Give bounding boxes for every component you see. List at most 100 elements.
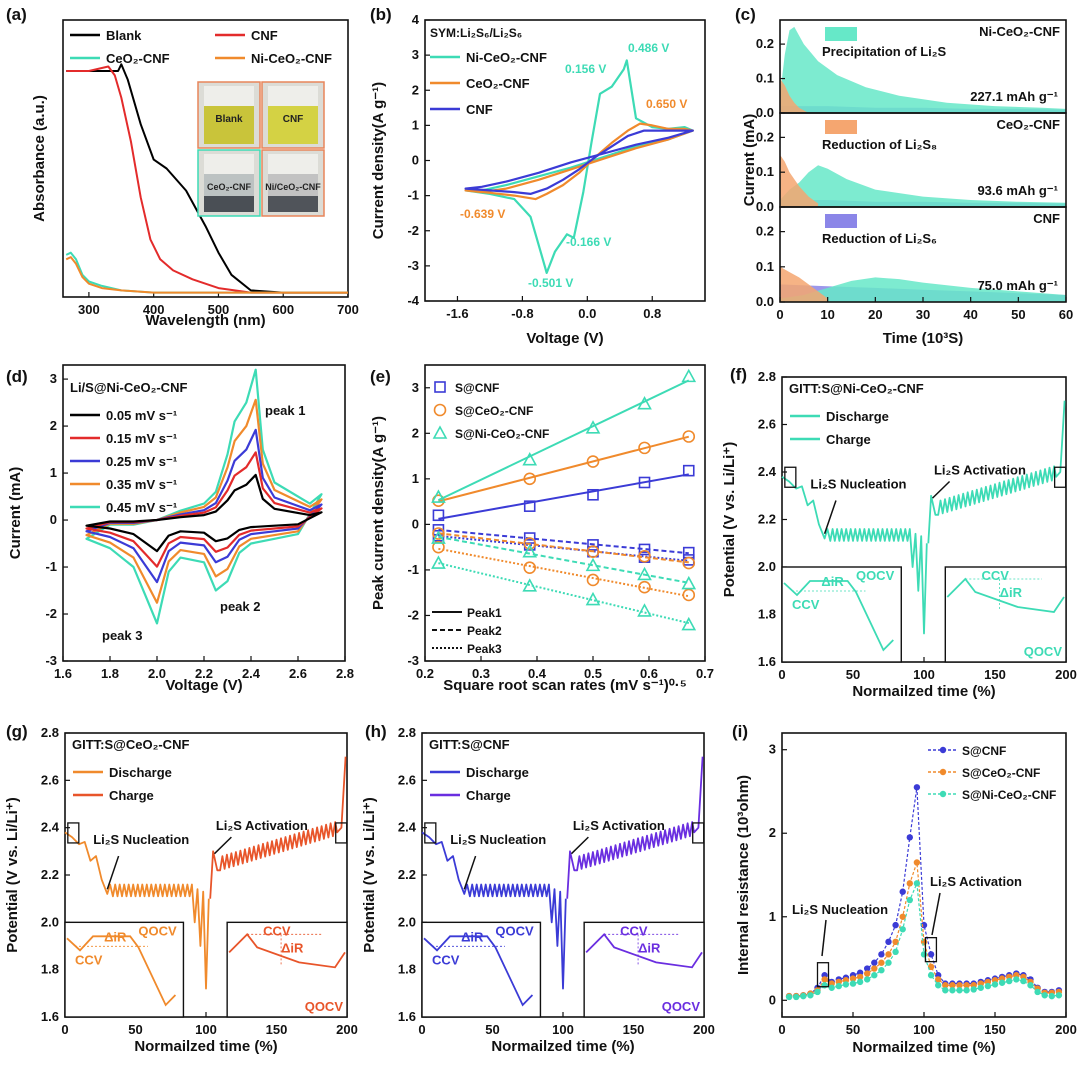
series-line-0 bbox=[789, 786, 1060, 997]
y-tick-label: 3 bbox=[412, 47, 419, 62]
data-point bbox=[638, 543, 651, 556]
y-tick-label: 0.1 bbox=[756, 259, 774, 274]
vial-liquid bbox=[268, 106, 318, 144]
data-point bbox=[638, 441, 651, 455]
annotation: Li₂S Nucleation bbox=[792, 902, 888, 917]
y-tick-label: 2.4 bbox=[398, 820, 417, 835]
legend-entry: Blank bbox=[106, 28, 142, 43]
panel-letter: (c) bbox=[735, 5, 756, 24]
data-point bbox=[522, 544, 538, 558]
x-tick-label: 0 bbox=[61, 1022, 68, 1037]
annotation: CCV bbox=[982, 568, 1010, 583]
y-tick-label: -2 bbox=[407, 223, 419, 238]
data-point bbox=[523, 472, 537, 486]
y-tick-label: 0.0 bbox=[756, 294, 774, 309]
annotation: 0.650 V bbox=[646, 97, 687, 111]
y-tick-label: 2 bbox=[769, 825, 776, 840]
x-tick-label: 2.0 bbox=[148, 666, 166, 681]
x-tick-label: 0 bbox=[778, 667, 785, 682]
annotation: ΔiR bbox=[281, 940, 304, 955]
arrow bbox=[931, 892, 941, 936]
series-line-3 bbox=[65, 256, 348, 294]
annotation: CCV bbox=[620, 923, 648, 938]
data-point bbox=[585, 591, 601, 606]
discharge-curve bbox=[781, 476, 928, 635]
data-point bbox=[585, 557, 601, 572]
charge-curve bbox=[209, 756, 347, 899]
cv-loop-1 bbox=[464, 122, 694, 201]
charge-curve bbox=[927, 400, 1066, 544]
y-tick-label: 3 bbox=[412, 380, 419, 395]
data-point bbox=[586, 573, 600, 587]
annotation: Li₂S Nucleation bbox=[93, 832, 189, 847]
data-point bbox=[814, 988, 821, 996]
data-point bbox=[821, 976, 828, 983]
legend-entry: Charge bbox=[109, 788, 154, 803]
x-tick-label: 100 bbox=[913, 1022, 935, 1037]
x-axis-label: Normailzed time (%) bbox=[852, 1039, 995, 1056]
x-tick-label: 150 bbox=[266, 1022, 288, 1037]
chart-title: Li/S@Ni-CeO₂-CNF bbox=[70, 380, 187, 395]
data-point bbox=[587, 539, 599, 551]
x-tick-label: 0.4 bbox=[528, 666, 547, 681]
data-point bbox=[913, 880, 921, 887]
y-tick-label: 2.2 bbox=[41, 867, 59, 882]
data-point bbox=[892, 921, 899, 929]
series-line-0 bbox=[66, 63, 348, 294]
fit-line bbox=[438, 535, 689, 584]
cv-loop-2 bbox=[464, 129, 694, 195]
y-tick-label: 0 bbox=[412, 516, 419, 531]
x-axis-label: Voltage (V) bbox=[165, 677, 242, 694]
data-point bbox=[871, 959, 878, 966]
legend-entry: Reduction of Li₂S₈ bbox=[822, 137, 937, 152]
y-tick-label: 0.2 bbox=[756, 129, 774, 144]
area-li2s8 bbox=[780, 154, 819, 207]
inset-curve bbox=[66, 935, 177, 1007]
highlight-box bbox=[67, 822, 80, 844]
x-tick-label: 50 bbox=[485, 1022, 499, 1037]
data-point bbox=[682, 464, 695, 477]
annotation: QOCV bbox=[1024, 644, 1063, 659]
data-point bbox=[906, 896, 913, 904]
annotation: -0.166 V bbox=[566, 235, 611, 249]
legend-entry: S@Ni-CeO₂-CNF bbox=[455, 427, 549, 441]
y-tick-label: 2.6 bbox=[41, 772, 59, 787]
x-tick-label: -0.8 bbox=[511, 306, 533, 321]
highlight-box bbox=[335, 822, 348, 844]
annotation: QOCV bbox=[662, 999, 701, 1014]
y-tick-label: 2.2 bbox=[758, 512, 776, 527]
data-point bbox=[942, 987, 949, 994]
y-tick-label: 1 bbox=[412, 471, 419, 486]
data-point bbox=[637, 603, 652, 617]
y-tick-label: 0 bbox=[412, 153, 419, 168]
arrow bbox=[821, 919, 827, 957]
vial-label: CNF bbox=[283, 114, 304, 125]
legend-entry: S@CNF bbox=[962, 744, 1006, 758]
subplot-name: CNF bbox=[1033, 211, 1060, 226]
x-tick-label: 0.8 bbox=[643, 306, 661, 321]
annotation: -0.501 V bbox=[528, 276, 573, 290]
vial-liquid bbox=[204, 106, 254, 144]
data-point bbox=[984, 982, 992, 990]
y-tick-label: 2.6 bbox=[758, 417, 776, 432]
fit-line bbox=[438, 435, 690, 503]
y-axis-label: Potential (V vs. Li/Li⁺) bbox=[721, 442, 738, 597]
panel-letter: (e) bbox=[370, 367, 391, 386]
data-point bbox=[828, 984, 835, 991]
data-point bbox=[949, 987, 956, 994]
x-tick-label: 400 bbox=[143, 302, 165, 317]
y-axis-label: Peak current density(A g⁻¹) bbox=[370, 416, 387, 610]
data-point bbox=[920, 921, 928, 929]
vial-top bbox=[204, 86, 254, 106]
x-tick-label: 100 bbox=[195, 1022, 217, 1037]
fit-line bbox=[437, 379, 690, 502]
y-axis-label: Potential (V vs. Li/Li⁺) bbox=[361, 797, 378, 952]
y-tick-label: 0.0 bbox=[756, 199, 774, 214]
data-point bbox=[785, 993, 793, 1001]
legend-entry: CNF bbox=[466, 102, 493, 117]
data-point bbox=[835, 982, 842, 990]
data-point bbox=[432, 509, 445, 522]
arrow bbox=[463, 855, 477, 890]
data-point bbox=[856, 973, 864, 981]
